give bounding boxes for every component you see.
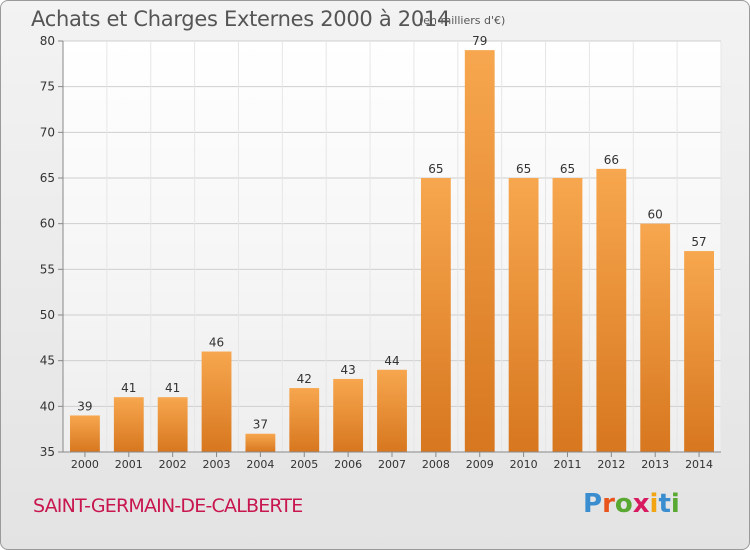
logo-letter: r	[602, 489, 615, 519]
x-tick-label: 2011	[553, 458, 581, 471]
x-tick-label: 2001	[115, 458, 143, 471]
bar	[377, 369, 407, 452]
data-label: 60	[648, 208, 663, 222]
data-label: 46	[209, 336, 224, 350]
data-label: 39	[77, 399, 92, 413]
commune-name: SAINT-GERMAIN-DE-CALBERTE	[33, 495, 303, 517]
y-tick-label: 80	[40, 34, 55, 48]
y-tick-label: 70	[40, 125, 55, 139]
data-label: 57	[691, 235, 706, 249]
bar	[596, 168, 627, 452]
bar	[333, 378, 364, 452]
logo-letter: o	[614, 489, 633, 519]
x-tick-label: 2014	[685, 458, 713, 471]
x-tick-label: 2008	[422, 458, 450, 471]
x-tick-label: 2010	[510, 458, 538, 471]
logo-letter: i	[670, 489, 680, 519]
data-label: 44	[384, 354, 399, 368]
logo-letter: P	[583, 489, 603, 519]
bar	[552, 178, 583, 452]
data-label: 43	[340, 363, 355, 377]
y-tick-label: 55	[40, 262, 55, 276]
logo-letter: i	[649, 489, 659, 519]
data-label: 37	[253, 418, 268, 432]
bar	[508, 178, 539, 452]
x-tick-label: 2002	[159, 458, 187, 471]
logo-letter: t	[658, 489, 671, 519]
x-tick-label: 2012	[597, 458, 625, 471]
y-tick-label: 50	[40, 308, 55, 322]
data-label: 41	[121, 381, 136, 395]
y-tick-label: 45	[40, 354, 55, 368]
chart-unit: (en milliers d'€)	[419, 14, 506, 27]
bar	[420, 178, 451, 452]
x-tick-label: 2009	[466, 458, 494, 471]
x-tick-label: 2000	[71, 458, 99, 471]
proxiti-logo: Proxiti	[583, 489, 680, 519]
data-label: 42	[297, 372, 312, 386]
data-label: 65	[560, 162, 575, 176]
x-tick-label: 2004	[246, 458, 274, 471]
bar	[684, 251, 714, 452]
bar	[289, 388, 320, 452]
data-label: 65	[428, 162, 443, 176]
bar	[113, 397, 144, 452]
data-label: 79	[472, 34, 487, 48]
data-label: 41	[165, 381, 180, 395]
y-tick-label: 60	[40, 217, 55, 231]
x-tick-label: 2007	[378, 458, 406, 471]
data-label: 65	[516, 162, 531, 176]
bar	[157, 397, 188, 452]
bar	[245, 433, 276, 452]
y-tick-label: 40	[40, 399, 55, 413]
x-tick-label: 2006	[334, 458, 362, 471]
x-tick-label: 2003	[203, 458, 231, 471]
bar	[640, 223, 671, 452]
x-tick-label: 2013	[641, 458, 669, 471]
logo-letter: x	[632, 489, 650, 519]
bar	[201, 351, 232, 452]
y-tick-label: 35	[40, 445, 55, 459]
chart-title: Achats et Charges Externes 2000 à 2014	[31, 7, 451, 31]
bar	[70, 415, 100, 452]
y-tick-label: 75	[40, 80, 55, 94]
y-tick-label: 65	[40, 171, 55, 185]
x-tick-label: 2005	[290, 458, 318, 471]
data-label: 66	[604, 153, 619, 167]
bar	[464, 50, 495, 453]
